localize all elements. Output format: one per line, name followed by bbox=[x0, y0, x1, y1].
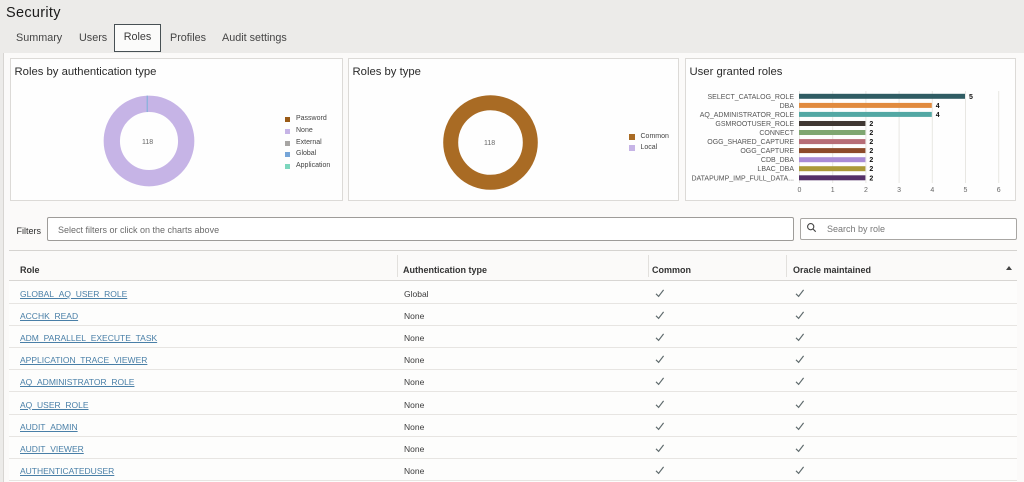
svg-text:4: 4 bbox=[936, 103, 940, 110]
svg-text:2: 2 bbox=[864, 187, 868, 194]
svg-text:CONNECT: CONNECT bbox=[759, 130, 794, 137]
svg-text:LBAC_DBA: LBAC_DBA bbox=[757, 166, 794, 173]
svg-text:4: 4 bbox=[930, 187, 934, 194]
svg-text:CDB_DBA: CDB_DBA bbox=[761, 157, 794, 164]
svg-text:2: 2 bbox=[869, 139, 873, 146]
svg-text:GSMROOTUSER_ROLE: GSMROOTUSER_ROLE bbox=[715, 121, 794, 128]
svg-text:6: 6 bbox=[997, 187, 1001, 194]
svg-text:4: 4 bbox=[936, 112, 940, 119]
svg-text:2: 2 bbox=[869, 148, 873, 155]
svg-text:3: 3 bbox=[897, 187, 901, 194]
svg-text:2: 2 bbox=[869, 175, 873, 182]
svg-text:OGG_CAPTURE: OGG_CAPTURE bbox=[740, 148, 794, 155]
svg-text:1: 1 bbox=[831, 187, 835, 194]
svg-text:2: 2 bbox=[869, 157, 873, 164]
svg-text:2: 2 bbox=[869, 130, 873, 137]
svg-text:2: 2 bbox=[869, 121, 873, 128]
svg-text:AQ_ADMINISTRATOR_ROLE: AQ_ADMINISTRATOR_ROLE bbox=[700, 112, 795, 119]
svg-text:SELECT_CATALOG_ROLE: SELECT_CATALOG_ROLE bbox=[708, 94, 795, 101]
svg-text:5: 5 bbox=[969, 94, 973, 101]
svg-text:DATAPUMP_IMP_FULL_DATA...: DATAPUMP_IMP_FULL_DATA... bbox=[691, 175, 794, 182]
svg-text:0: 0 bbox=[798, 187, 802, 194]
svg-text:5: 5 bbox=[964, 187, 968, 194]
svg-text:2: 2 bbox=[869, 166, 873, 173]
svg-text:OGG_SHARED_CAPTURE: OGG_SHARED_CAPTURE bbox=[707, 139, 794, 146]
svg-text:DBA: DBA bbox=[780, 103, 795, 110]
